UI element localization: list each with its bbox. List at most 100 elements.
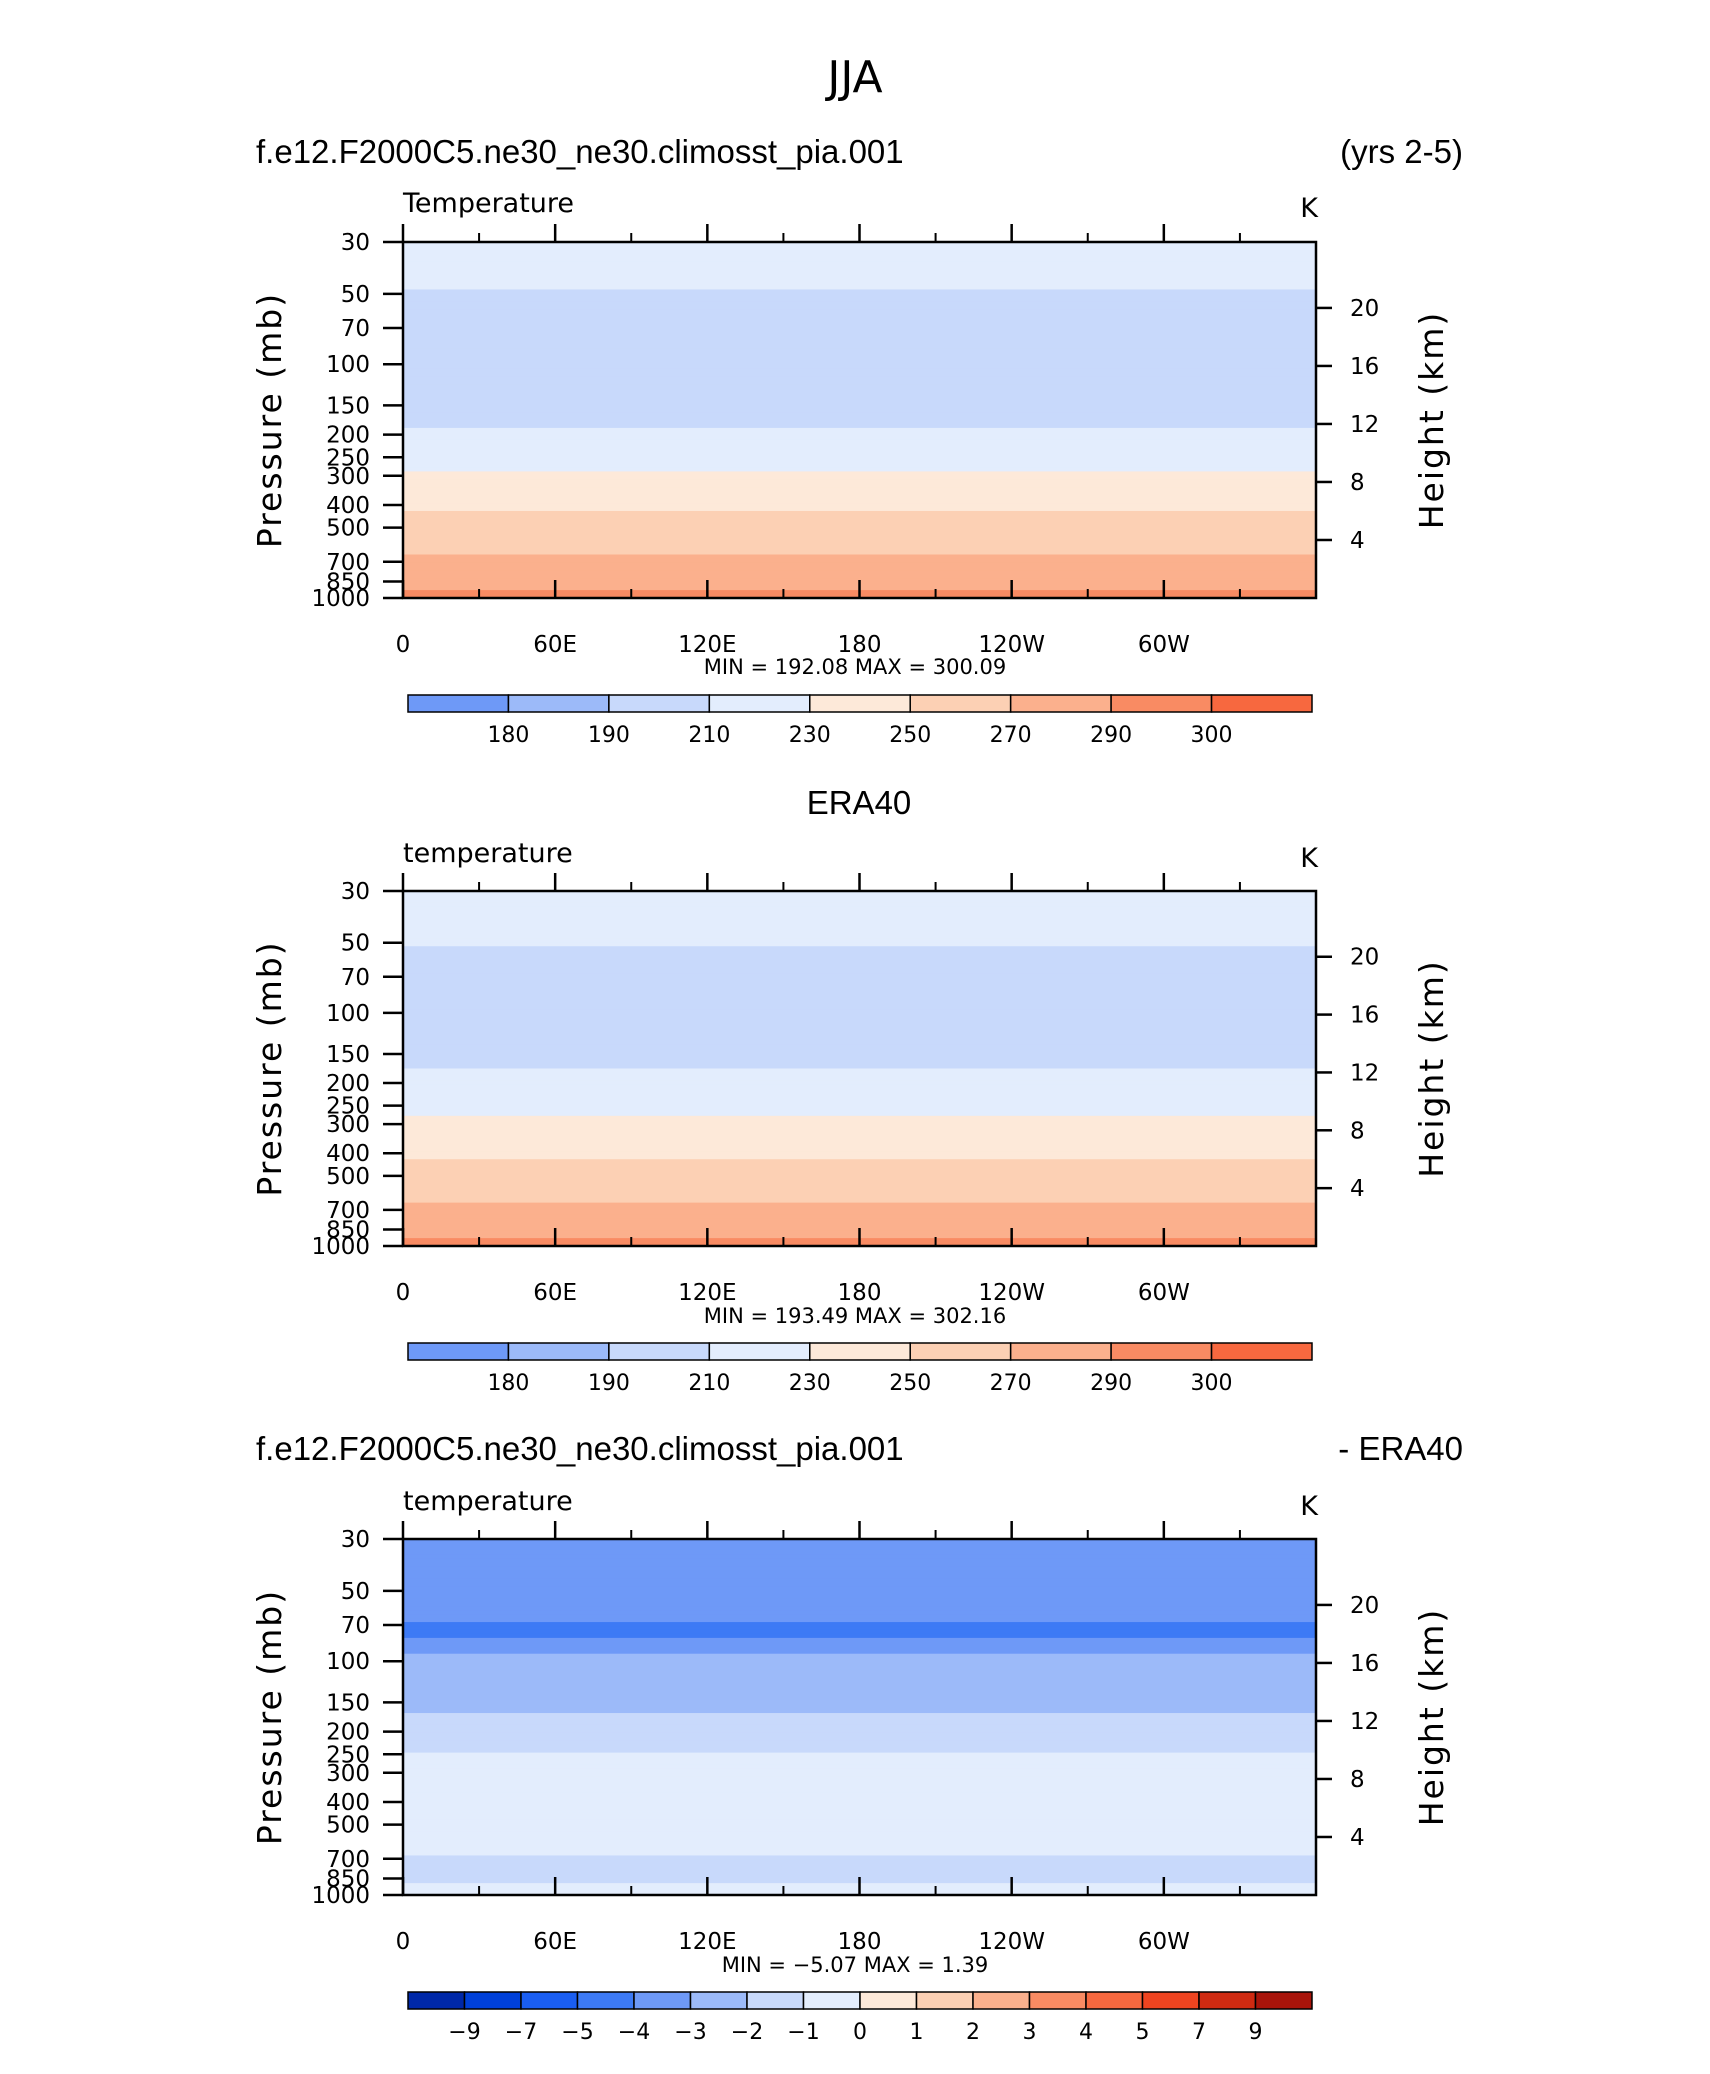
panel-diff-header-right: - ERA40 xyxy=(1338,1430,1463,1467)
heatmap-band xyxy=(403,1025,1316,1030)
heatmap-band xyxy=(403,1740,1316,1746)
heatmap-band xyxy=(403,265,1316,271)
heatmap-band xyxy=(403,973,1316,979)
heatmap-band xyxy=(403,1772,1316,1777)
x-tick-label: 120W xyxy=(978,632,1045,658)
colorbar-swatch xyxy=(802,1991,861,2010)
x-tick-label: 120W xyxy=(978,1929,1045,1955)
heatmap-band xyxy=(403,423,1316,429)
height-tick-label: 20 xyxy=(1350,296,1379,322)
heatmap-band xyxy=(403,1084,1316,1089)
heatmap-band xyxy=(403,1539,1316,1544)
heatmap-band xyxy=(403,1115,1316,1121)
heatmap-band xyxy=(403,1653,1316,1659)
colorbar-swatch xyxy=(507,1342,610,1361)
colorbar-label: −2 xyxy=(731,2020,763,2045)
heatmap-band xyxy=(403,1788,1316,1793)
heatmap-band xyxy=(403,969,1316,975)
heatmap-band xyxy=(403,574,1316,579)
colorbar-label: 1 xyxy=(910,2020,924,2045)
x-tick-label: 120E xyxy=(678,1280,736,1306)
heatmap-band xyxy=(403,1123,1316,1129)
heatmap-band xyxy=(403,1206,1316,1212)
heatmap-band xyxy=(403,420,1316,425)
heatmap-band xyxy=(403,1677,1316,1682)
heatmap-fill xyxy=(403,891,1316,1247)
height-tick-label: 12 xyxy=(1350,412,1379,438)
heatmap-band xyxy=(403,1064,1316,1070)
colorbar-label: −1 xyxy=(787,2020,819,2045)
heatmap-band xyxy=(403,989,1316,995)
y-tick-label: 700 xyxy=(326,1198,370,1224)
heatmap-band xyxy=(403,1558,1316,1564)
heatmap-band xyxy=(403,439,1316,445)
heatmap-band xyxy=(403,1732,1316,1738)
x-tick-label: 180 xyxy=(838,1280,882,1306)
heatmap-band xyxy=(403,910,1316,916)
heatmap-band xyxy=(403,503,1316,508)
height-tick-label: 4 xyxy=(1350,1176,1365,1202)
heatmap-band xyxy=(403,1693,1316,1698)
heatmap-band xyxy=(403,1764,1316,1770)
panel-diff-colorbar: −9 −7 −5 −4 −3 −2 −1 0 1 2 3 4 5 7 9 xyxy=(407,1991,1313,2045)
x-tick-label: 0 xyxy=(396,1929,411,1955)
heatmap-band xyxy=(403,1851,1316,1857)
colorbar-swatch xyxy=(1210,694,1313,713)
heatmap-band xyxy=(403,384,1316,389)
heatmap-band xyxy=(403,1717,1316,1722)
heatmap-band xyxy=(403,514,1316,520)
heatmap-band xyxy=(403,321,1316,326)
y-tick-label: 50 xyxy=(341,282,370,308)
colorbar-swatch xyxy=(608,1342,711,1361)
heatmap-band xyxy=(403,1602,1316,1607)
colorbar-label: 0 xyxy=(853,2020,867,2045)
heatmap-band xyxy=(403,412,1316,417)
colorbar-label: −4 xyxy=(618,2020,650,2045)
heatmap-band xyxy=(403,1594,1316,1599)
y-axis-title-right: Height (km) xyxy=(1412,959,1451,1178)
heatmap-band xyxy=(403,1155,1316,1160)
heatmap-band xyxy=(403,1546,1316,1552)
heatmap-band xyxy=(403,558,1316,563)
heatmap-band xyxy=(403,1582,1316,1588)
heatmap-band xyxy=(403,1661,1316,1667)
heatmap-band xyxy=(403,554,1316,560)
colorbar-swatch xyxy=(1110,694,1213,713)
heatmap-band xyxy=(403,368,1316,374)
heatmap-band xyxy=(403,447,1316,453)
panel-obs: ERA40 temperature K 0 60E 120E 180 120W 60W 30… xyxy=(250,784,1451,1396)
y-axis-title-right: Height (km) xyxy=(1412,311,1451,530)
y-tick-label: 100 xyxy=(326,1001,370,1027)
heatmap-band xyxy=(403,942,1316,947)
height-tick-label: 20 xyxy=(1350,945,1379,971)
colorbar-label: 270 xyxy=(990,723,1032,748)
colorbar-swatch xyxy=(909,694,1012,713)
heatmap-band xyxy=(403,1649,1316,1655)
heatmap-band xyxy=(403,1044,1316,1050)
height-tick-label: 4 xyxy=(1350,1825,1365,1851)
y-tick-label: 200 xyxy=(326,423,370,449)
y-tick-label: 150 xyxy=(326,1042,370,1068)
y-axis-title: Pressure (mb) xyxy=(250,1589,289,1845)
heatmap-band xyxy=(403,997,1316,1003)
heatmap-band xyxy=(403,269,1316,275)
panel-model-variable-label: Temperature xyxy=(402,188,574,219)
heatmap-band xyxy=(403,1606,1316,1611)
y-tick-label: 400 xyxy=(326,1790,370,1816)
heatmap-band xyxy=(403,510,1316,516)
heatmap-band xyxy=(403,1080,1316,1085)
heatmap-band xyxy=(403,400,1316,405)
colorbar-label: 5 xyxy=(1136,2020,1150,2045)
y-tick-label: 850 xyxy=(326,1218,370,1244)
colorbar-label: 290 xyxy=(1090,723,1132,748)
heatmap-band xyxy=(403,898,1316,904)
colorbar-label: −5 xyxy=(561,2020,593,2045)
heatmap-band xyxy=(403,922,1316,928)
colorbar-swatch xyxy=(1210,1342,1313,1361)
colorbar-swatch xyxy=(809,1342,911,1361)
heatmap-band xyxy=(403,1194,1316,1200)
heatmap-band xyxy=(403,261,1316,267)
heatmap-band xyxy=(403,1143,1316,1148)
y-axis-title-right: Height (km) xyxy=(1412,1608,1451,1827)
heatmap-band xyxy=(403,332,1316,338)
